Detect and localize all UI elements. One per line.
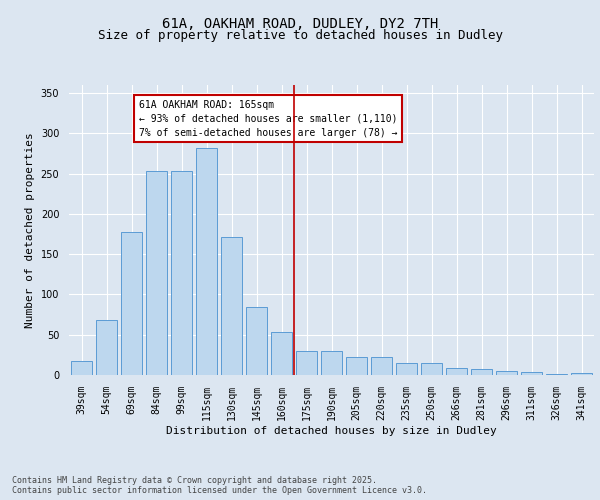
Bar xyxy=(321,351,342,375)
Bar xyxy=(521,372,542,375)
Text: 61A, OAKHAM ROAD, DUDLEY, DY2 7TH: 61A, OAKHAM ROAD, DUDLEY, DY2 7TH xyxy=(162,18,438,32)
Bar xyxy=(496,371,517,375)
Bar xyxy=(146,171,167,375)
Bar xyxy=(271,332,292,375)
Text: Size of property relative to detached houses in Dudley: Size of property relative to detached ho… xyxy=(97,29,503,42)
Text: 61A OAKHAM ROAD: 165sqm
← 93% of detached houses are smaller (1,110)
7% of semi-: 61A OAKHAM ROAD: 165sqm ← 93% of detache… xyxy=(139,100,398,138)
Text: Contains HM Land Registry data © Crown copyright and database right 2025.
Contai: Contains HM Land Registry data © Crown c… xyxy=(12,476,427,495)
Bar xyxy=(196,148,217,375)
Bar xyxy=(246,306,267,375)
Y-axis label: Number of detached properties: Number of detached properties xyxy=(25,132,35,328)
Bar xyxy=(171,171,192,375)
Bar xyxy=(296,351,317,375)
Bar xyxy=(221,238,242,375)
Bar xyxy=(421,363,442,375)
Bar xyxy=(121,232,142,375)
Bar xyxy=(446,368,467,375)
Bar xyxy=(571,374,592,375)
Bar xyxy=(396,363,417,375)
Bar xyxy=(96,320,117,375)
Bar xyxy=(346,358,367,375)
Bar xyxy=(546,374,567,375)
X-axis label: Distribution of detached houses by size in Dudley: Distribution of detached houses by size … xyxy=(166,426,497,436)
Bar xyxy=(371,358,392,375)
Bar xyxy=(71,360,92,375)
Bar xyxy=(471,368,492,375)
